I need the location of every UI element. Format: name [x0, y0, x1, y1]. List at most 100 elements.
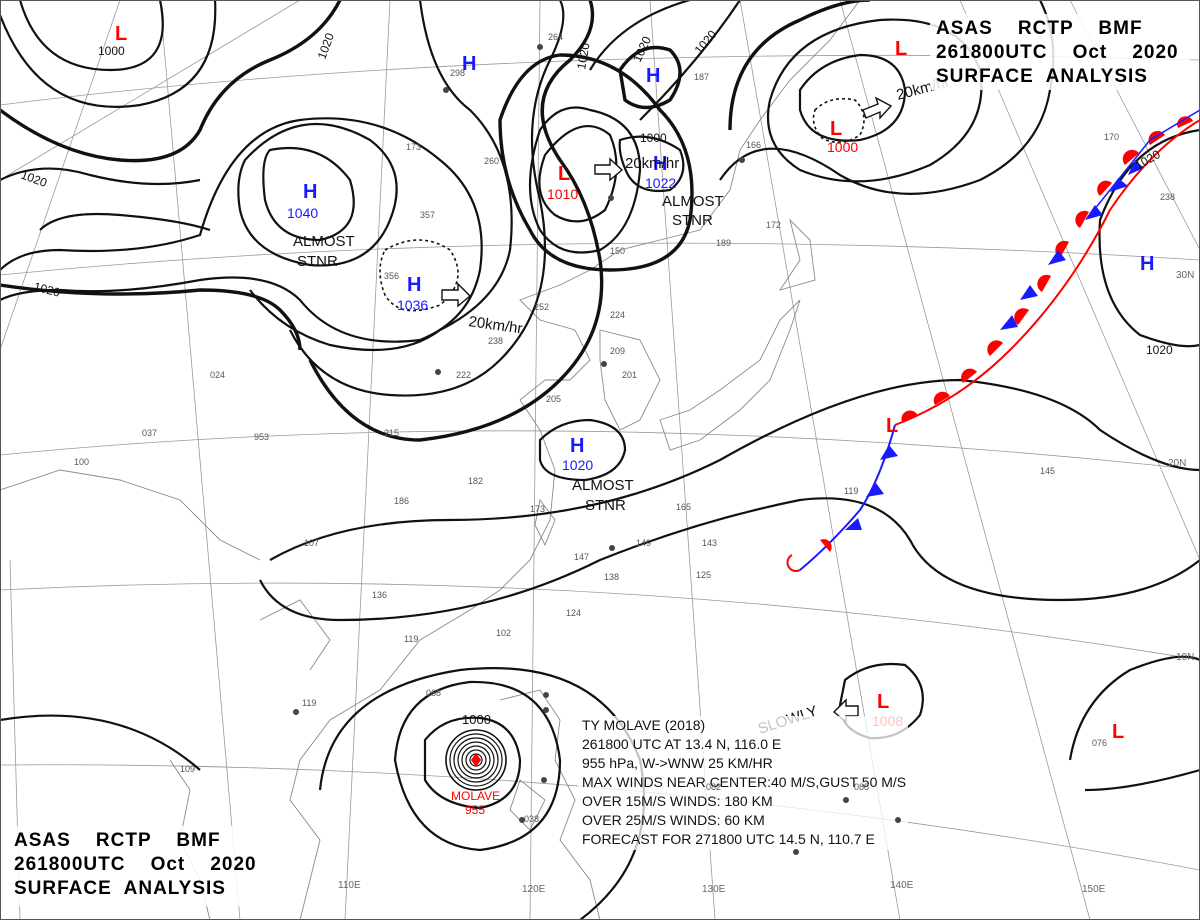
lat-label: 30N [1176, 270, 1194, 281]
station-report: 076 [1092, 738, 1107, 748]
front-tail-scallop [820, 539, 832, 552]
high-symbol-siberia: H [462, 53, 476, 75]
station-report: 252 [534, 302, 549, 312]
station-report: 119 [404, 634, 418, 644]
station-report: 170 [1104, 132, 1119, 142]
header-top-line3: SURFACE ANALYSIS [936, 66, 1148, 87]
station-report: 068 [426, 688, 441, 698]
header-top-line2: 261800UTC Oct 2020 [936, 42, 1179, 63]
almost-label: ALMOST [662, 193, 724, 210]
header-top-line1: ASAS RCTP BMF [936, 18, 1143, 39]
isobar-label: 1020 [1146, 343, 1173, 357]
longitude-labels: 110E 120E 130E 140E 150E [338, 880, 1106, 895]
typhoon-isobar-label: 1000 [462, 712, 491, 727]
typhoon-pressure-label: 955 [465, 803, 485, 817]
station-report: 238 [488, 336, 503, 346]
station-report: 150 [610, 246, 625, 256]
station-report: 224 [610, 310, 625, 320]
motion-arrow-icon [862, 96, 893, 120]
station-report: 145 [1040, 466, 1055, 476]
station-report: 173 [530, 504, 545, 514]
header-bottom: ASAS RCTP BMF 261800UTC Oct 2020 SURFACE… [10, 826, 275, 906]
typhoon-info-line: 955 hPa, W->WNW 25 KM/HR [582, 755, 773, 771]
station-report: 147 [574, 552, 589, 562]
station-report: 182 [468, 476, 483, 486]
station-report: 953 [254, 432, 269, 442]
typhoon-info-line: TY MOLAVE (2018) [582, 717, 705, 733]
station-report: 082 [706, 782, 721, 792]
typhoon-labels: 1000 MOLAVE 955 [451, 712, 500, 817]
low-symbol-se-corner: L [1112, 721, 1124, 743]
low-symbol-philippine-sea: L [877, 691, 889, 713]
station-report: 124 [566, 608, 581, 618]
station-report: 149 [636, 538, 651, 548]
low-symbol-front: L [886, 415, 898, 437]
station-report: 209 [610, 346, 625, 356]
station-reports: 264 298 173 357 356 260 187 166 172 189 … [74, 32, 1175, 824]
low-symbol-manchuria: L [558, 163, 570, 185]
station-report: 102 [496, 628, 511, 638]
low-value-kamchatka: 1000 [827, 139, 858, 155]
typhoon-rings [445, 729, 507, 791]
station-report: 143 [702, 538, 717, 548]
latitude-labels: 30N 20N 10N [1168, 270, 1194, 663]
station-report: 166 [746, 140, 761, 150]
high-value-korea: 1022 [645, 175, 676, 191]
station-report: 298 [450, 68, 465, 78]
station-report: 189 [716, 238, 731, 248]
stnr-label: STNR [585, 497, 626, 514]
station-report: 264 [548, 32, 563, 42]
station-report: 205 [546, 394, 561, 404]
isobar-label: 1020 [574, 41, 592, 70]
high-symbol-korea: H [653, 153, 667, 175]
motion-arrow-icon [441, 282, 472, 308]
station-report: 201 [622, 370, 637, 380]
station-report: 165 [676, 502, 691, 512]
station-report: 238 [1160, 192, 1175, 202]
lon-label: 130E [702, 884, 726, 895]
header-bottom-line2: 261800UTC Oct 2020 [14, 854, 257, 875]
motion-label-manchuria: 20km/hr [625, 155, 679, 172]
high-symbol-korea-north: H [646, 65, 660, 87]
typhoon-info-line: MAX WINDS NEAR CENTER:40 M/S,GUST 50 M/S [582, 774, 906, 790]
typhoon-info-line: 261800 UTC AT 13.4 N, 116.0 E [582, 736, 781, 752]
low-symbol-ne-corner: L [895, 38, 907, 60]
typhoon-info-backdrop [578, 716, 908, 850]
station-report: 138 [604, 572, 619, 582]
station-report: 038 [524, 814, 539, 824]
stnr-label: STNR [297, 253, 338, 270]
lon-label: 110E [338, 880, 361, 891]
typhoon-info: TY MOLAVE (2018) 261800 UTC AT 13.4 N, 1… [578, 716, 908, 850]
high-value-north-china: 1036 [397, 297, 428, 313]
almost-label: ALMOST [293, 233, 355, 250]
station-report: 119 [844, 486, 858, 496]
isobar-label: 1000 [98, 44, 125, 58]
high-value-mongolia: 1040 [287, 205, 318, 221]
station-report: 100 [74, 457, 89, 467]
high-symbol-pacific: H [1140, 253, 1154, 275]
isobar-label: 1000 [640, 131, 667, 145]
high-value-east-china-sea: 1020 [562, 457, 593, 473]
station-report: 119 [302, 698, 316, 708]
header-bottom-backdrop [10, 826, 275, 906]
low-symbol-nw: L [115, 23, 127, 45]
station-report: 109 [180, 764, 195, 774]
low-value-manchuria: 1010 [547, 186, 578, 202]
station-report: 088 [854, 782, 869, 792]
station-report: 037 [142, 428, 157, 438]
station-markers [293, 44, 901, 855]
typhoon-name-label: MOLAVE [451, 789, 500, 803]
station-report: 107 [304, 538, 319, 548]
lon-label: 120E [522, 884, 546, 895]
almost-stnr-labels: ALMOST STNR ALMOST STNR ALMOST STNR [293, 193, 724, 514]
typhoon-center-icon [471, 753, 481, 767]
station-report: 136 [372, 590, 387, 600]
motion-arrow-icon [594, 157, 624, 182]
header-top: ASAS RCTP BMF 261800UTC Oct 2020 SURFACE… [930, 14, 1190, 90]
header-bottom-line3: SURFACE ANALYSIS [14, 878, 226, 899]
header-bottom-line1: ASAS RCTP BMF [14, 830, 221, 851]
lat-label: 20N [1168, 458, 1186, 469]
station-report: 187 [694, 72, 709, 82]
station-report: 215 [384, 428, 399, 438]
